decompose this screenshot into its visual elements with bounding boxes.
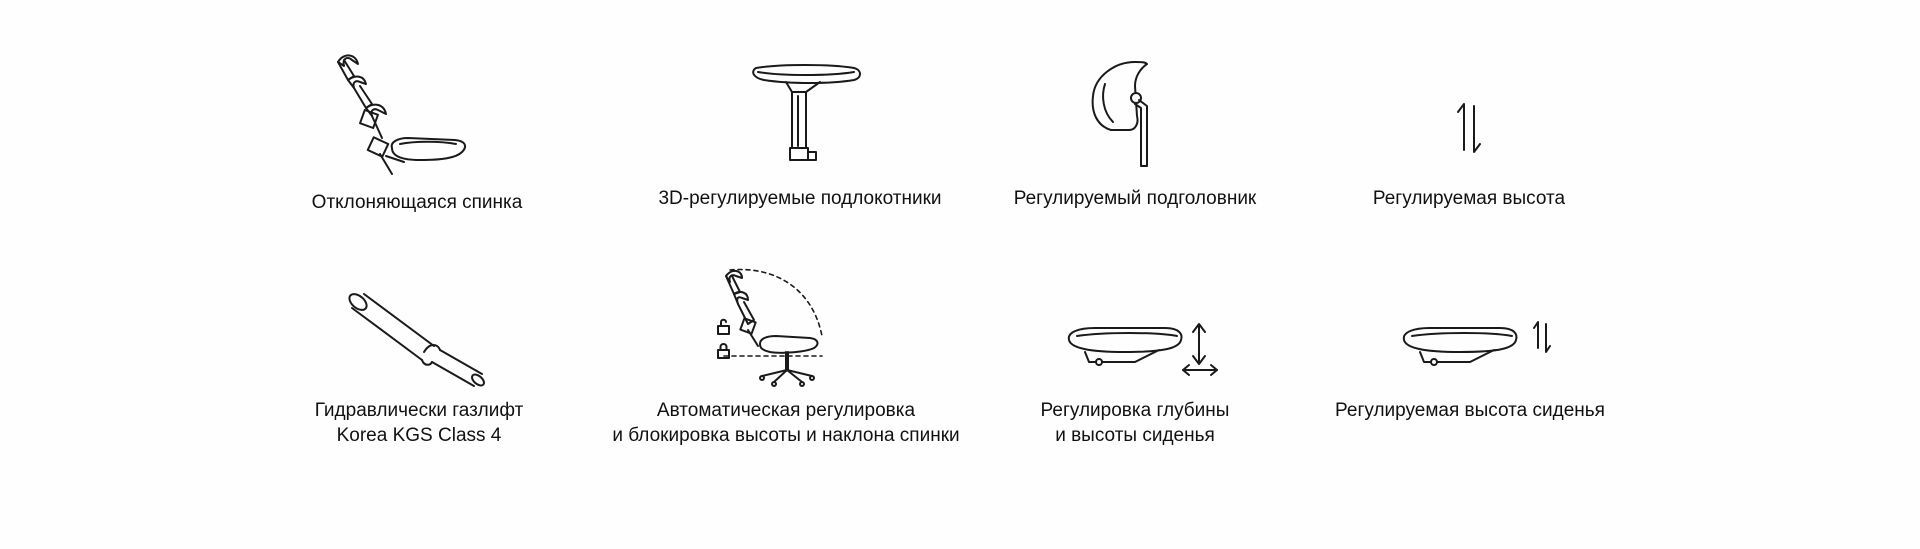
label-line-2: Korea KGS Class 4 [336,425,502,446]
label-line-1: Регулировка глубины [1040,400,1230,421]
reclining-backrest-icon [337,54,467,175]
label-line-1: Автоматическая регулировка [656,400,916,421]
feature-label: Отклоняющаяся спинка [311,192,523,213]
feature-label: Регулируемая высота сиденья [1335,400,1605,421]
label-line-2: и блокировка высоты и наклона спинки [612,425,960,446]
headrest-icon [1091,61,1148,167]
height-arrows-icon [1457,103,1481,153]
lock-icon [717,343,730,359]
label-line-1: Гидравлически газлифт [314,400,524,421]
armrest-3d-icon [752,64,861,161]
seat-height-icon [1402,321,1551,366]
tilt-lock-chair-icon [723,268,823,387]
feature-label: Регулируемый подголовник [1013,188,1257,209]
unlock-icon [717,318,730,335]
feature-label: Автоматическая регулировка и блокировка … [612,398,959,448]
feature-label: Гидравлически газлифт Korea KGS Class 4 [315,398,524,448]
seat-depth-icon [1067,323,1218,376]
feature-label: Регулировка глубины и высоты сиденья [1041,398,1230,448]
label-line-2: и высоты сиденья [1055,425,1215,446]
feature-label: Регулируемая высота [1372,188,1566,209]
feature-label: 3D-регулируемые подлокотники [658,188,942,209]
gas-lift-cylinder-icon [348,293,485,387]
